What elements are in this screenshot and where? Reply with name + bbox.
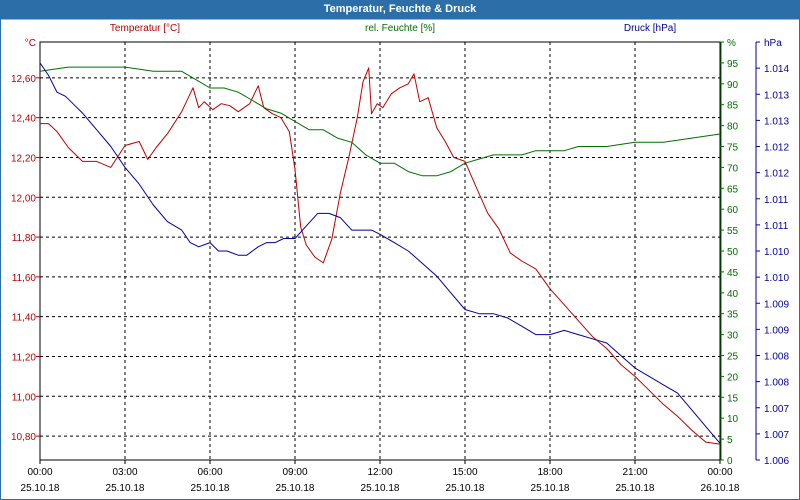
x-tick-date-label: 25.10.18 bbox=[106, 483, 145, 494]
mid-tick-label: 5 bbox=[727, 435, 733, 446]
mid-tick-label: 55 bbox=[727, 226, 739, 237]
series-line-2 bbox=[39, 62, 721, 444]
mid-tick-label: % bbox=[727, 38, 736, 49]
x-tick-time-label: 21:00 bbox=[622, 467, 647, 478]
x-tick-time-label: 15:00 bbox=[452, 467, 477, 478]
x-tick-date-label: 25.10.18 bbox=[531, 483, 570, 494]
left-tick-label: 12,20 bbox=[11, 153, 36, 164]
x-tick-date-label: 25.10.18 bbox=[191, 483, 230, 494]
left-tick-label: 11,40 bbox=[12, 313, 37, 324]
x-tick-time-label: 09:00 bbox=[282, 467, 307, 478]
mid-tick-label: 60 bbox=[727, 205, 739, 216]
mid-tick-label: 80 bbox=[727, 122, 739, 133]
x-tick-date-label: 26.10.18 bbox=[701, 483, 740, 494]
mid-tick-label: 50 bbox=[727, 247, 739, 258]
left-tick-label: 12,60 bbox=[11, 74, 36, 85]
mid-tick-label: 45 bbox=[727, 268, 739, 279]
right-tick-label: 1.012 bbox=[764, 143, 789, 154]
right-tick-label: 1.013 bbox=[764, 90, 789, 101]
mid-tick-label: 95 bbox=[727, 59, 739, 70]
x-tick-time-label: 12:00 bbox=[367, 467, 392, 478]
mid-tick-label: 0 bbox=[727, 456, 733, 467]
x-tick-time-label: 06:00 bbox=[197, 467, 222, 478]
right-tick-label: 1.008 bbox=[764, 352, 789, 363]
x-tick-time-label: 18:00 bbox=[537, 467, 562, 478]
left-tick-label: 11,20 bbox=[12, 352, 37, 363]
x-tick-time-label: 00:00 bbox=[707, 467, 732, 478]
right-tick-label: 1.013 bbox=[764, 116, 789, 127]
mid-tick-label: 40 bbox=[727, 289, 739, 300]
legend-label-2: Druck [hPa] bbox=[624, 23, 676, 34]
mid-tick-label: 75 bbox=[727, 143, 739, 154]
legend-label-0: Temperatur [°C] bbox=[110, 23, 180, 34]
mid-tick-label: 35 bbox=[727, 310, 739, 321]
right-tick-label: 1.014 bbox=[764, 64, 789, 75]
chart-title: Temperatur, Feuchte & Druck bbox=[0, 0, 800, 19]
right-tick-label: 1.010 bbox=[764, 273, 789, 284]
series-line-1 bbox=[39, 66, 721, 177]
right-tick-label: 1.009 bbox=[764, 325, 789, 336]
right-tick-label: 1.012 bbox=[764, 169, 789, 180]
right-tick-label: hPa bbox=[764, 38, 782, 49]
right-tick-label: 1.009 bbox=[764, 299, 789, 310]
x-tick-date-label: 25.10.18 bbox=[616, 483, 655, 494]
right-tick-label: 1.011 bbox=[764, 195, 789, 206]
mid-tick-label: 85 bbox=[727, 101, 739, 112]
left-axis-unit: °C bbox=[25, 38, 36, 49]
x-tick-date-label: 25.10.18 bbox=[361, 483, 400, 494]
mid-tick-label: 20 bbox=[727, 372, 739, 383]
mid-tick-label: 10 bbox=[727, 414, 739, 425]
left-tick-label: 11,00 bbox=[12, 392, 37, 403]
mid-tick-label: 70 bbox=[727, 163, 739, 174]
left-tick-label: 10,80 bbox=[11, 432, 36, 443]
x-tick-date-label: 25.10.18 bbox=[276, 483, 315, 494]
right-tick-label: 1.007 bbox=[764, 404, 789, 415]
left-tick-label: 11,80 bbox=[12, 233, 37, 244]
x-tick-time-label: 03:00 bbox=[112, 467, 137, 478]
series-line-0 bbox=[40, 67, 721, 445]
right-tick-label: 1.011 bbox=[764, 221, 789, 232]
mid-tick-label: 90 bbox=[727, 80, 739, 91]
x-tick-date-label: 25.10.18 bbox=[446, 483, 485, 494]
left-tick-label: 12,00 bbox=[11, 193, 36, 204]
left-tick-label: 12,40 bbox=[11, 114, 36, 125]
mid-tick-label: 25 bbox=[727, 352, 739, 363]
chart-canvas: 00:00 25.10.18 03:00 25.10.18 06:00 25.10.18 0… bbox=[0, 19, 800, 500]
right-tick-label: 1.006 bbox=[764, 456, 789, 467]
mid-tick-label: 65 bbox=[727, 184, 739, 195]
right-tick-label: 1.007 bbox=[764, 430, 789, 441]
left-tick-label: 11,60 bbox=[12, 273, 37, 284]
x-tick-time-label: 00:00 bbox=[27, 467, 52, 478]
right-tick-label: 1.010 bbox=[764, 247, 789, 258]
legend-label-1: rel. Feuchte [%] bbox=[365, 23, 435, 34]
mid-tick-label: 15 bbox=[727, 393, 739, 404]
x-tick-date-label: 25.10.18 bbox=[21, 483, 60, 494]
right-tick-label: 1.008 bbox=[764, 378, 789, 389]
mid-tick-label: 30 bbox=[727, 331, 739, 342]
